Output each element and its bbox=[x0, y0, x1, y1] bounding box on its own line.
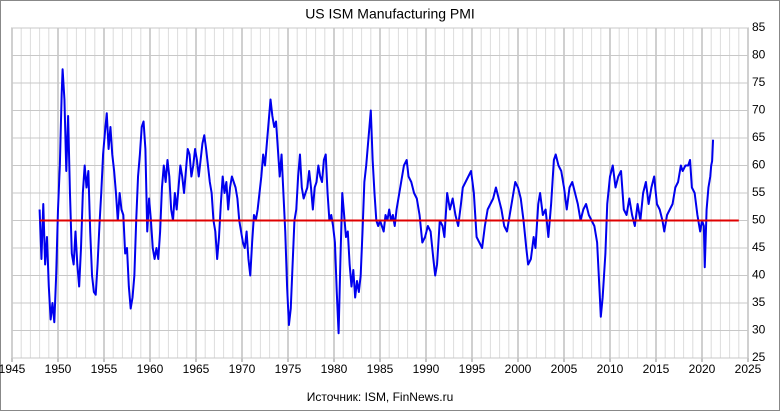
x-tick-label: 2010 bbox=[597, 362, 624, 376]
plot bbox=[38, 68, 739, 335]
chart-title: US ISM Manufacturing PMI bbox=[305, 6, 475, 22]
x-tick-label: 2005 bbox=[551, 362, 578, 376]
x-tick-label: 1950 bbox=[45, 362, 72, 376]
y-tick-label: 30 bbox=[752, 323, 766, 337]
x-tick-label: 1970 bbox=[229, 362, 256, 376]
y-tick-label: 35 bbox=[752, 295, 766, 309]
y-tick-label: 45 bbox=[752, 240, 766, 254]
x-tick-label: 1955 bbox=[91, 362, 118, 376]
y-tick-label: 80 bbox=[752, 48, 766, 62]
y-tick-label: 60 bbox=[752, 158, 766, 172]
x-tick-label: 1960 bbox=[137, 362, 164, 376]
x-tick-label: 2015 bbox=[643, 362, 670, 376]
x-tick-label: 2025 bbox=[735, 362, 762, 376]
y-tick-label: 70 bbox=[752, 103, 766, 117]
grid: 1945 1950 1955 1960 1965 1970 1975 1980 1985 1990… bbox=[0, 20, 766, 376]
x-tick-label: 1975 bbox=[275, 362, 302, 376]
x-tick-label: 2000 bbox=[505, 362, 532, 376]
y-tick-label: 75 bbox=[752, 75, 766, 89]
y-tick-label: 40 bbox=[752, 268, 766, 282]
x-tick-label: 1980 bbox=[321, 362, 348, 376]
x-tick-label: 1990 bbox=[413, 362, 440, 376]
x-tick-label: 1985 bbox=[367, 362, 394, 376]
source: Источник: ISM, FinNews.ru bbox=[307, 390, 454, 404]
y-tick-label: 25 bbox=[752, 350, 766, 364]
y-tick-label: 55 bbox=[752, 185, 766, 199]
y-tick-label: 50 bbox=[752, 213, 766, 227]
y-tick-label: 65 bbox=[752, 130, 766, 144]
x-tick-label: 1945 bbox=[0, 362, 26, 376]
x-tick-label: 2020 bbox=[689, 362, 716, 376]
x-tick-label: 1965 bbox=[183, 362, 210, 376]
x-tick-label: 1995 bbox=[459, 362, 486, 376]
pmi-line bbox=[38, 68, 715, 335]
y-tick-label: 85 bbox=[752, 20, 766, 34]
